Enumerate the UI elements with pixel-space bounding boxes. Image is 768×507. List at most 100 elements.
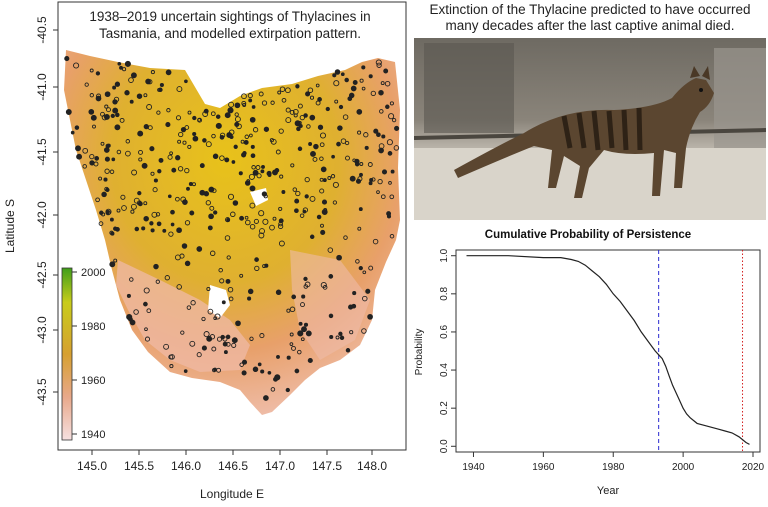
sighting-dot (144, 336, 151, 342)
map-panel: 145.0 145.5 146.0 146.5 147.0 147.5 148.… (3, 1, 407, 501)
sighting-dot (319, 132, 327, 139)
sighting-dot (208, 213, 214, 220)
sighting-dot (103, 177, 108, 182)
sighting-dot (316, 214, 322, 220)
lake (208, 285, 230, 318)
sighting-dot (343, 235, 348, 240)
sighting-dot (333, 80, 340, 87)
sighting-dot (300, 302, 305, 308)
sighting-dot (143, 287, 150, 294)
sighting-dot (221, 300, 226, 305)
sighting-dot (122, 67, 127, 72)
sighting-dot (331, 154, 335, 159)
sighting-dot (184, 125, 190, 130)
sighting-dot (248, 173, 255, 180)
sighting-dot (307, 87, 314, 93)
legend-tick: 1960 (81, 375, 105, 387)
sighting-dot (205, 200, 211, 206)
sighting-dot (129, 277, 134, 282)
sighting-dot (225, 278, 231, 284)
photo-caption-line: Extinction of the Thylacine predicted to… (429, 2, 751, 17)
chart-x-label: Year (597, 485, 620, 497)
sighting-dot (155, 279, 160, 284)
sighting-dot (275, 149, 281, 155)
sighting-dot (277, 90, 282, 95)
sighting-dot (129, 319, 136, 326)
sighting-dot (128, 77, 134, 83)
sighting-dot (376, 62, 382, 68)
sighting-dot (276, 354, 280, 359)
sighting-dot (334, 69, 341, 75)
sighting-dot (254, 265, 260, 272)
sighting-dot (65, 109, 72, 115)
sighting-dot (277, 223, 284, 230)
sighting-dot (98, 221, 104, 226)
sighting-dot (141, 226, 146, 231)
sighting-dot (243, 139, 249, 145)
map-y-tick: -42.5 (35, 261, 49, 289)
map-x-tick: 146.5 (218, 459, 248, 473)
sighting-dot (325, 106, 330, 112)
sighting-dot (147, 125, 153, 131)
sighting-dot (146, 308, 152, 314)
sighting-dot (285, 107, 291, 113)
sighting-dot (261, 100, 268, 106)
sighting-dot (225, 334, 231, 340)
sighting-dot (223, 350, 228, 355)
sighting-dot (153, 263, 159, 270)
sighting-dot (348, 92, 355, 99)
sighting-dot (186, 305, 192, 310)
sighting-dot (203, 191, 210, 197)
sighting-dot (338, 331, 343, 336)
sighting-dot (137, 190, 142, 196)
sighting-dot (289, 306, 296, 313)
sighting-dot (307, 357, 313, 364)
sighting-dot (226, 218, 231, 222)
sighting-dot (106, 107, 111, 113)
sighting-dot (76, 153, 83, 160)
sighting-dot (368, 74, 373, 79)
sighting-dot (169, 354, 175, 360)
sighting-dot (329, 334, 334, 340)
sighting-dot (322, 285, 328, 290)
sighting-dot (152, 187, 158, 193)
sighting-dot (279, 86, 286, 92)
sighting-dot (367, 313, 373, 320)
sighting-dot (234, 116, 241, 123)
sighting-dot (188, 181, 193, 187)
sighting-dot (289, 109, 295, 115)
sighting-dot (234, 112, 239, 117)
sighting-dot (125, 150, 131, 157)
sighting-dot (319, 156, 324, 161)
chart-y-tick-label: 1.0 (439, 248, 450, 262)
sighting-dot (241, 370, 247, 376)
thylacine-photo (414, 38, 766, 220)
sighting-dot (261, 164, 265, 169)
sighting-dot (260, 169, 265, 174)
sighting-dot (113, 226, 118, 231)
sighting-dot (150, 171, 155, 176)
chart-y-tick-label: 0.2 (439, 401, 450, 415)
sighting-dot (228, 296, 234, 302)
chart-x-tick-label: 2020 (742, 462, 765, 473)
sighting-dot (143, 201, 148, 206)
sighting-dot (199, 163, 205, 169)
chart-y-tick-label: 0.0 (439, 439, 450, 453)
sighting-dot (93, 161, 99, 167)
sighting-dot (143, 93, 148, 98)
sighting-dot (352, 80, 358, 85)
sighting-dot (274, 168, 280, 173)
sighting-dot (332, 181, 339, 188)
sighting-dot (207, 225, 213, 231)
sighting-dot (328, 313, 334, 319)
sighting-dot (114, 124, 121, 131)
sighting-dot (158, 87, 163, 93)
thylacine-figure (454, 66, 714, 198)
sighting-dot (378, 147, 384, 154)
sighting-dot (380, 194, 386, 200)
sighting-dot (104, 168, 110, 174)
sighting-dot (216, 336, 223, 342)
sighting-dot (350, 85, 357, 92)
sighting-dot (74, 125, 80, 130)
sighting-dot (101, 191, 107, 198)
